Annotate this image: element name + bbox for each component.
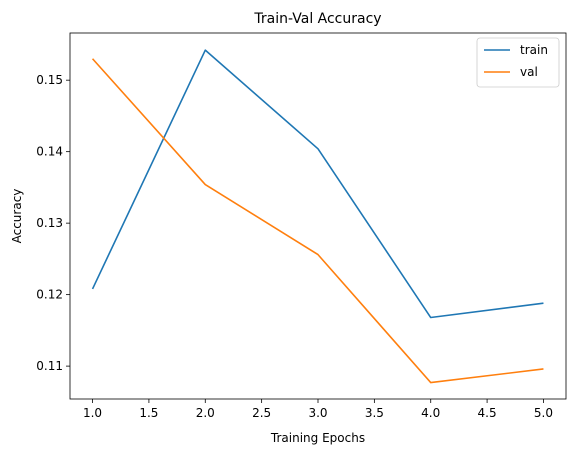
y-tick-label: 0.13: [36, 216, 63, 230]
series-line-train: [91, 49, 544, 319]
series-line-val: [91, 58, 544, 384]
plot-area: [69, 32, 567, 400]
legend-label-val: val: [520, 65, 538, 79]
x-tick-label: 3.5: [365, 406, 384, 420]
y-tick-label: 0.14: [36, 145, 63, 159]
x-tick-label: 2.0: [196, 406, 215, 420]
x-tick-label: 4.5: [478, 406, 497, 420]
y-tick-label: 0.11: [36, 359, 63, 373]
x-tick-label: 1.5: [139, 406, 158, 420]
chart-title: Train-Val Accuracy: [253, 11, 381, 27]
x-tick-label: 1.0: [83, 406, 102, 420]
y-axis-title: Accuracy: [10, 189, 24, 244]
legend: train val: [476, 37, 560, 88]
legend-label-train: train: [520, 43, 548, 57]
x-tick-label: 5.0: [534, 406, 553, 420]
y-axis-ticks: 0.11 0.12 0.13 0.14 0.15: [36, 73, 70, 373]
x-tick-label: 4.0: [421, 406, 440, 420]
y-tick-label: 0.12: [36, 288, 63, 302]
y-tick-label: 0.15: [36, 73, 63, 87]
x-axis-ticks: 1.0 1.5 2.0 2.5 3.0 3.5 4.0 4.5 5.0: [83, 399, 553, 420]
x-tick-label: 2.5: [252, 406, 271, 420]
series-lines: [91, 49, 544, 384]
x-axis-title: Training Epochs: [270, 431, 365, 445]
x-tick-label: 3.0: [308, 406, 327, 420]
